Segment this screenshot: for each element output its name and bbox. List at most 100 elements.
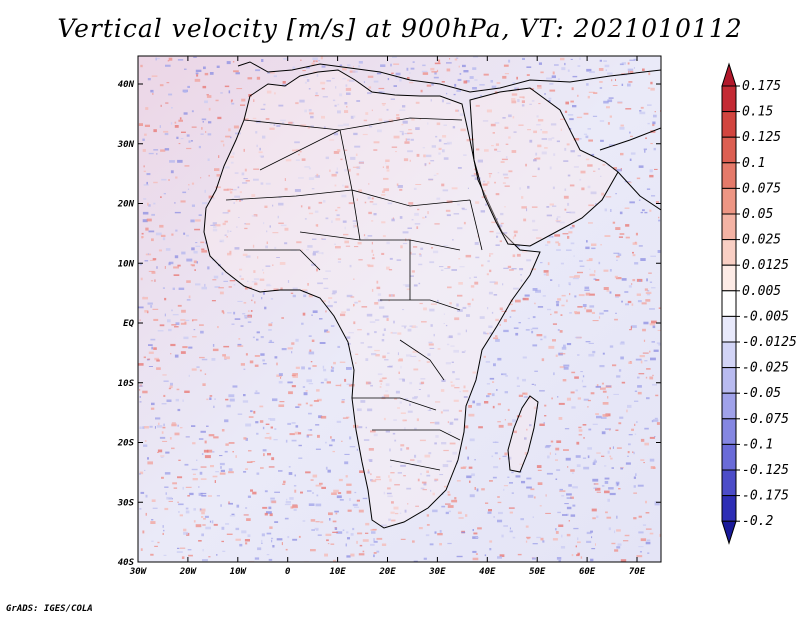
velocity-cell [451, 269, 457, 271]
velocity-cell [363, 439, 370, 441]
velocity-cell [429, 543, 434, 546]
velocity-cell [212, 228, 218, 232]
velocity-cell [435, 135, 438, 138]
velocity-cell [474, 487, 476, 490]
velocity-cell [201, 118, 207, 121]
velocity-cell [168, 93, 173, 96]
velocity-cell [176, 136, 179, 139]
velocity-cell [443, 124, 447, 126]
lat-tick-label: 30N [117, 140, 135, 150]
velocity-cell [254, 557, 260, 560]
velocity-cell [373, 141, 380, 144]
velocity-cell [184, 68, 187, 70]
velocity-cell [321, 486, 326, 489]
velocity-cell [458, 109, 460, 112]
velocity-cell [316, 74, 319, 77]
velocity-cell [255, 421, 259, 424]
velocity-cell [530, 328, 533, 331]
velocity-cell [163, 394, 166, 397]
velocity-cell [620, 559, 627, 562]
velocity-cell [629, 329, 632, 331]
velocity-cell [257, 547, 262, 551]
colorbar-swatch [721, 392, 737, 420]
velocity-cell [333, 301, 337, 303]
velocity-cell [233, 125, 239, 129]
velocity-cell [422, 489, 427, 491]
velocity-cell [259, 405, 264, 408]
velocity-cell [564, 503, 569, 505]
velocity-cell [441, 379, 446, 382]
velocity-cell [188, 295, 191, 299]
velocity-cell [555, 447, 560, 451]
velocity-cell [145, 494, 148, 498]
velocity-cell [609, 144, 615, 147]
velocity-cell [467, 187, 469, 189]
velocity-cell [493, 294, 498, 296]
velocity-cell [516, 376, 519, 380]
credit-text: GrADS: IGES/COLA [6, 604, 93, 614]
velocity-cell [472, 550, 477, 553]
velocity-cell [229, 398, 235, 402]
velocity-cell [577, 552, 580, 556]
velocity-cell [156, 266, 158, 269]
velocity-cell [280, 287, 283, 291]
velocity-cell [529, 139, 533, 143]
velocity-cell [262, 363, 267, 365]
velocity-cell [406, 288, 411, 291]
velocity-cell [342, 417, 349, 419]
velocity-cell [555, 459, 558, 461]
velocity-cell [149, 259, 156, 261]
velocity-cell [156, 359, 160, 362]
velocity-cell [607, 498, 610, 502]
velocity-cell [304, 218, 307, 220]
velocity-cell [581, 187, 585, 191]
velocity-cell [264, 205, 268, 208]
velocity-cell [409, 72, 411, 74]
velocity-cell [495, 338, 500, 342]
velocity-cell [432, 492, 435, 496]
velocity-cell [649, 458, 655, 462]
velocity-cell [465, 254, 472, 258]
velocity-cell [453, 93, 456, 96]
velocity-cell [425, 534, 430, 537]
velocity-cell [643, 321, 649, 325]
velocity-cell [653, 349, 659, 352]
velocity-cell [647, 122, 650, 125]
velocity-cell [371, 257, 375, 260]
velocity-cell [274, 246, 277, 250]
velocity-cell [311, 263, 316, 266]
velocity-cell [658, 343, 661, 346]
velocity-cell [454, 58, 458, 61]
velocity-cell [170, 122, 173, 125]
velocity-cell [314, 95, 319, 97]
velocity-cell [420, 487, 425, 490]
velocity-cell [373, 433, 378, 437]
velocity-cell [262, 426, 265, 430]
velocity-cell [486, 332, 489, 335]
velocity-cell [647, 290, 650, 292]
velocity-cell [616, 515, 618, 519]
velocity-cell [542, 295, 546, 297]
velocity-cell [619, 233, 625, 235]
velocity-cell [536, 237, 542, 239]
velocity-cell [609, 269, 612, 272]
velocity-cell [441, 183, 445, 187]
velocity-cell [266, 532, 272, 535]
velocity-cell [619, 211, 623, 215]
velocity-cell [472, 536, 479, 539]
velocity-cell [410, 355, 417, 357]
velocity-cell [148, 351, 154, 354]
velocity-cell [640, 211, 643, 214]
velocity-cell [536, 536, 541, 539]
velocity-cell [204, 440, 207, 444]
velocity-cell [498, 424, 504, 428]
velocity-cell [624, 207, 630, 209]
velocity-cell [408, 202, 414, 205]
velocity-cell [382, 355, 386, 359]
velocity-cell [430, 67, 435, 71]
velocity-cell [164, 507, 169, 511]
velocity-cell [544, 93, 546, 95]
velocity-cell [461, 531, 466, 534]
velocity-cell [269, 72, 275, 74]
velocity-cell [290, 292, 294, 294]
